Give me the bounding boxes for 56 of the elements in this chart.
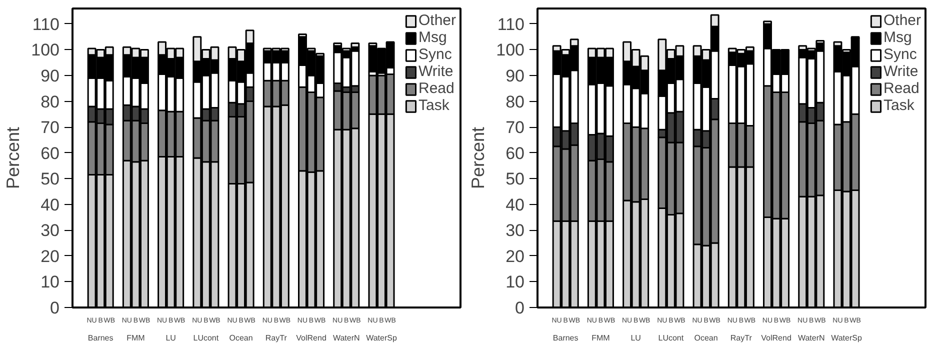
- text: Barnes: [88, 334, 114, 342]
- legend-label: Msg: [883, 29, 912, 46]
- y-tick-label: 110: [32, 14, 60, 34]
- legend-label: Write: [418, 63, 454, 80]
- legend-label: Sync: [418, 46, 452, 63]
- text: WaterSp: [366, 334, 398, 342]
- y-tick-label: 80: [40, 92, 60, 112]
- text: Ocean: [694, 334, 718, 342]
- legend-label: Sync: [883, 46, 917, 63]
- y-tick-label: 80: [506, 92, 525, 112]
- y-tick-label: 0: [515, 298, 525, 318]
- legend-label: Other: [883, 12, 921, 29]
- y-tick-label: 10: [40, 272, 60, 292]
- y-tick-label: 50: [506, 170, 525, 189]
- legend-label: Read: [883, 80, 920, 97]
- y-tick-label: 70: [40, 118, 60, 138]
- legend-label: Read: [418, 80, 454, 97]
- legend-label: Other: [418, 12, 456, 29]
- text: Ocean: [229, 334, 253, 342]
- legend-label: Msg: [418, 29, 447, 46]
- y-tick-label: 60: [40, 144, 60, 163]
- y-axis-title: Percent: [3, 126, 24, 190]
- y-tick-label: 70: [506, 118, 525, 138]
- y-tick-label: 30: [506, 221, 525, 240]
- text: WaterN: [798, 334, 826, 342]
- y-tick-label: 40: [506, 195, 525, 214]
- legend-label: Task: [418, 97, 450, 114]
- y-tick-label: 0: [50, 298, 60, 318]
- text: WaterN: [332, 334, 360, 342]
- text: LUcont: [658, 334, 684, 342]
- y-tick-label: 10: [506, 272, 525, 292]
- text: WaterSp: [831, 334, 862, 342]
- text: VolRend: [761, 334, 792, 342]
- legend-label: Task: [883, 97, 914, 114]
- y-tick-label: 20: [506, 246, 525, 266]
- text: LU: [630, 334, 642, 342]
- y-tick-label: 20: [40, 246, 60, 266]
- y-tick-label: 90: [40, 66, 60, 86]
- y-tick-label: 100: [31, 40, 60, 60]
- text: VolRend: [296, 334, 326, 342]
- text: RayTr: [730, 334, 752, 342]
- text: FMM: [592, 334, 610, 342]
- y-tick-label: 40: [40, 195, 60, 214]
- text: LUcont: [193, 334, 220, 342]
- text: Barnes: [552, 334, 578, 342]
- y-tick-label: 100: [496, 40, 525, 60]
- y-axis-title: Percent: [468, 126, 488, 190]
- text: FMM: [126, 334, 146, 342]
- y-tick-label: 60: [506, 144, 525, 163]
- y-tick-label: 110: [497, 14, 525, 34]
- text: LU: [166, 334, 176, 342]
- legend-label: Write: [883, 63, 918, 80]
- y-tick-label: 90: [506, 66, 525, 86]
- y-tick-label: 50: [40, 170, 60, 189]
- text: RayTr: [265, 334, 288, 342]
- y-tick-label: 30: [40, 221, 60, 240]
